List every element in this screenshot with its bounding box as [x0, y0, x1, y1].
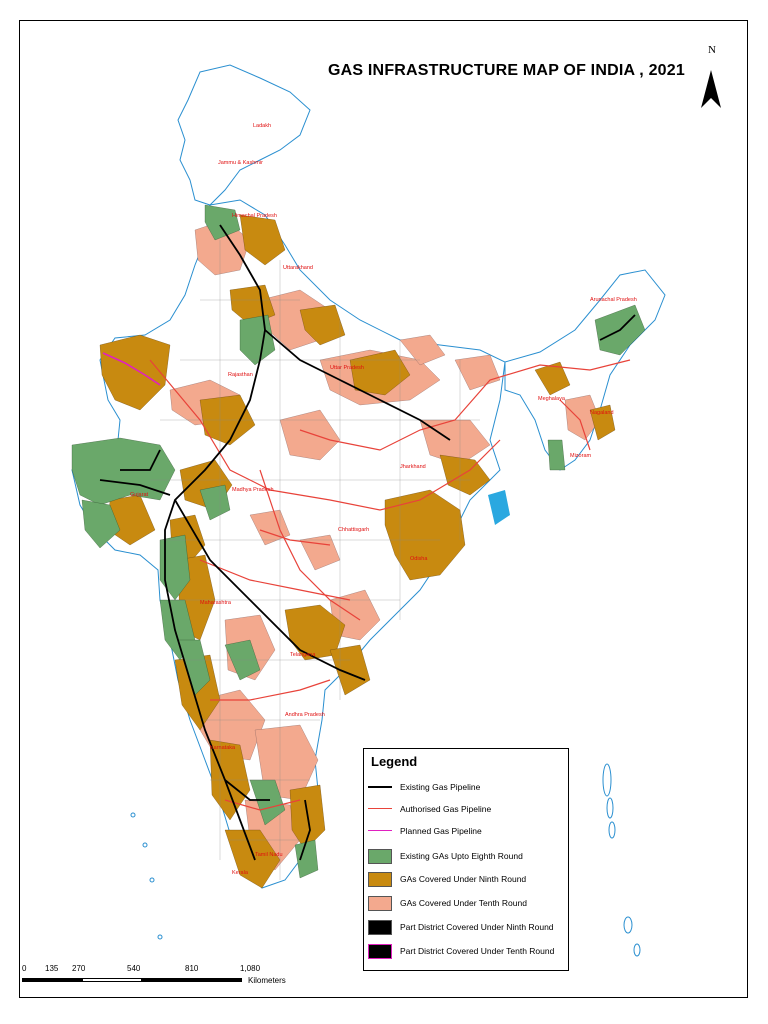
district-boundaries	[150, 240, 480, 880]
place-label: Uttarakhand	[283, 265, 313, 271]
scale-tick-label: 135	[45, 964, 59, 973]
islands	[130, 763, 641, 957]
legend-item: Existing GAs Upto Eighth Round	[368, 846, 568, 866]
legend-item: Part District Covered Under Ninth Round	[368, 917, 568, 937]
legend-symbol	[368, 872, 392, 887]
place-label: Mizoram	[570, 453, 592, 459]
legend-item: Planned Gas Pipeline	[368, 821, 568, 841]
legend-item: GAs Covered Under Ninth Round	[368, 869, 568, 889]
legend-symbol	[368, 824, 392, 838]
scale-tick-label: 540	[127, 964, 141, 973]
existing-pipelines	[99, 224, 636, 861]
place-label: Uttar Pradesh	[330, 365, 364, 371]
authorised-pipelines	[149, 359, 631, 811]
legend-symbol	[368, 780, 392, 794]
legend-label: Existing GAs Upto Eighth Round	[400, 851, 523, 861]
place-label: Madhya Pradesh	[232, 487, 274, 493]
legend-label: GAs Covered Under Tenth Round	[400, 898, 527, 908]
scale-tick-label: 810	[185, 964, 199, 973]
place-label: Chhattisgarh	[338, 527, 370, 533]
place-label: Odisha	[410, 556, 428, 562]
map-title: GAS INFRASTRUCTURE MAP OF INDIA , 2021	[328, 62, 685, 79]
scale-tick-label: 270	[72, 964, 86, 973]
region-north-white	[177, 64, 311, 206]
place-label: Himachal Pradesh	[232, 213, 277, 219]
place-label: Rajasthan	[228, 372, 253, 378]
legend-label: Existing Gas Pipeline	[400, 782, 481, 792]
place-label: Nagaland	[590, 410, 614, 416]
legend-symbol	[368, 944, 392, 959]
legend-symbol	[368, 896, 392, 911]
legend-item: Authorised Gas Pipeline	[368, 799, 568, 819]
north-arrow-icon	[701, 70, 721, 108]
scale-tick-label: 1,080	[240, 964, 261, 973]
scale-segment	[142, 978, 242, 982]
scale-segment	[82, 978, 142, 982]
legend-symbol	[368, 802, 392, 816]
scale-tick-label: 0	[22, 964, 27, 973]
legend-symbol	[368, 920, 392, 935]
place-label: Arunachal Pradesh	[590, 297, 637, 303]
place-label: Karnataka	[210, 745, 236, 751]
planned-pipeline	[102, 352, 161, 386]
place-label: Jharkhand	[400, 464, 426, 470]
legend-label: GAs Covered Under Ninth Round	[400, 874, 527, 884]
scale-unit: Kilometers	[248, 976, 286, 985]
legend-item: Existing Gas Pipeline	[368, 777, 568, 797]
place-label: Telangana	[290, 652, 316, 658]
legend-label: Part District Covered Under Ninth Round	[400, 922, 554, 932]
legend: Legend Existing Gas Pipeline Authorised G…	[363, 748, 569, 971]
water-sundarbans	[488, 490, 510, 525]
place-label: Maharashtra	[200, 600, 231, 606]
place-label: Kerala	[232, 870, 248, 876]
legend-label: Authorised Gas Pipeline	[400, 804, 492, 814]
place-label: Meghalaya	[538, 396, 565, 402]
place-label: Andhra Pradesh	[285, 712, 325, 718]
north-label: N	[708, 44, 716, 56]
place-label: Ladakh	[253, 123, 272, 129]
legend-item: Part District Covered Under Tenth Round	[368, 941, 568, 961]
place-label: Tamil Nadu	[255, 852, 283, 858]
north-indicator: N	[697, 44, 727, 114]
place-label: Gujarat	[130, 492, 149, 498]
legend-label: Planned Gas Pipeline	[400, 826, 482, 836]
legend-title: Legend	[371, 754, 418, 769]
legend-item: GAs Covered Under Tenth Round	[368, 893, 568, 913]
place-label: Jammu & Kashmir	[218, 160, 263, 166]
scale-segment	[22, 978, 82, 982]
legend-label: Part District Covered Under Tenth Round	[400, 946, 555, 956]
legend-symbol	[368, 849, 392, 864]
